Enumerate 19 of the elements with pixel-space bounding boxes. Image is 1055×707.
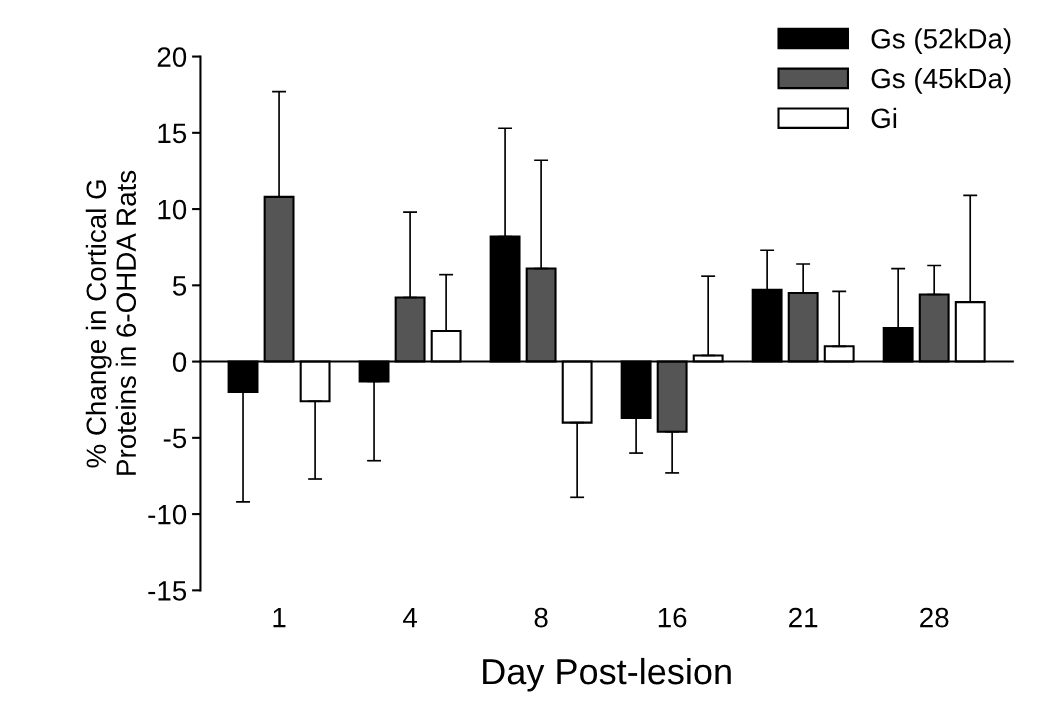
y-tick-label: -5 (163, 428, 187, 449)
y-tick-label: 10 (158, 199, 187, 220)
x-tick-label: 21 (789, 607, 818, 628)
x-tick-label: 8 (534, 607, 548, 628)
x-tick-label: 28 (920, 607, 949, 628)
y-tick-label: 15 (158, 123, 187, 144)
y-tick-label: -10 (148, 504, 187, 525)
y-axis-title: % Change in Cortical G Proteins in 6-OHDA Rats (85, 170, 137, 475)
x-tick-label: 1 (273, 608, 286, 628)
y-tick-label: 5 (172, 276, 187, 296)
legend-label: Gi (871, 107, 897, 129)
legend-label: Gs (45kDa) (871, 67, 1011, 94)
legend-label: Gs (52kDa) (871, 28, 1011, 55)
x-tick-label: 16 (658, 607, 687, 628)
x-axis-title: Day Post-lesion (483, 657, 731, 692)
y-tick-label: -15 (148, 581, 187, 601)
x-tick-label: 4 (403, 608, 417, 628)
y-tick-label: 20 (157, 47, 187, 67)
y-tick-label: 0 (172, 352, 187, 372)
